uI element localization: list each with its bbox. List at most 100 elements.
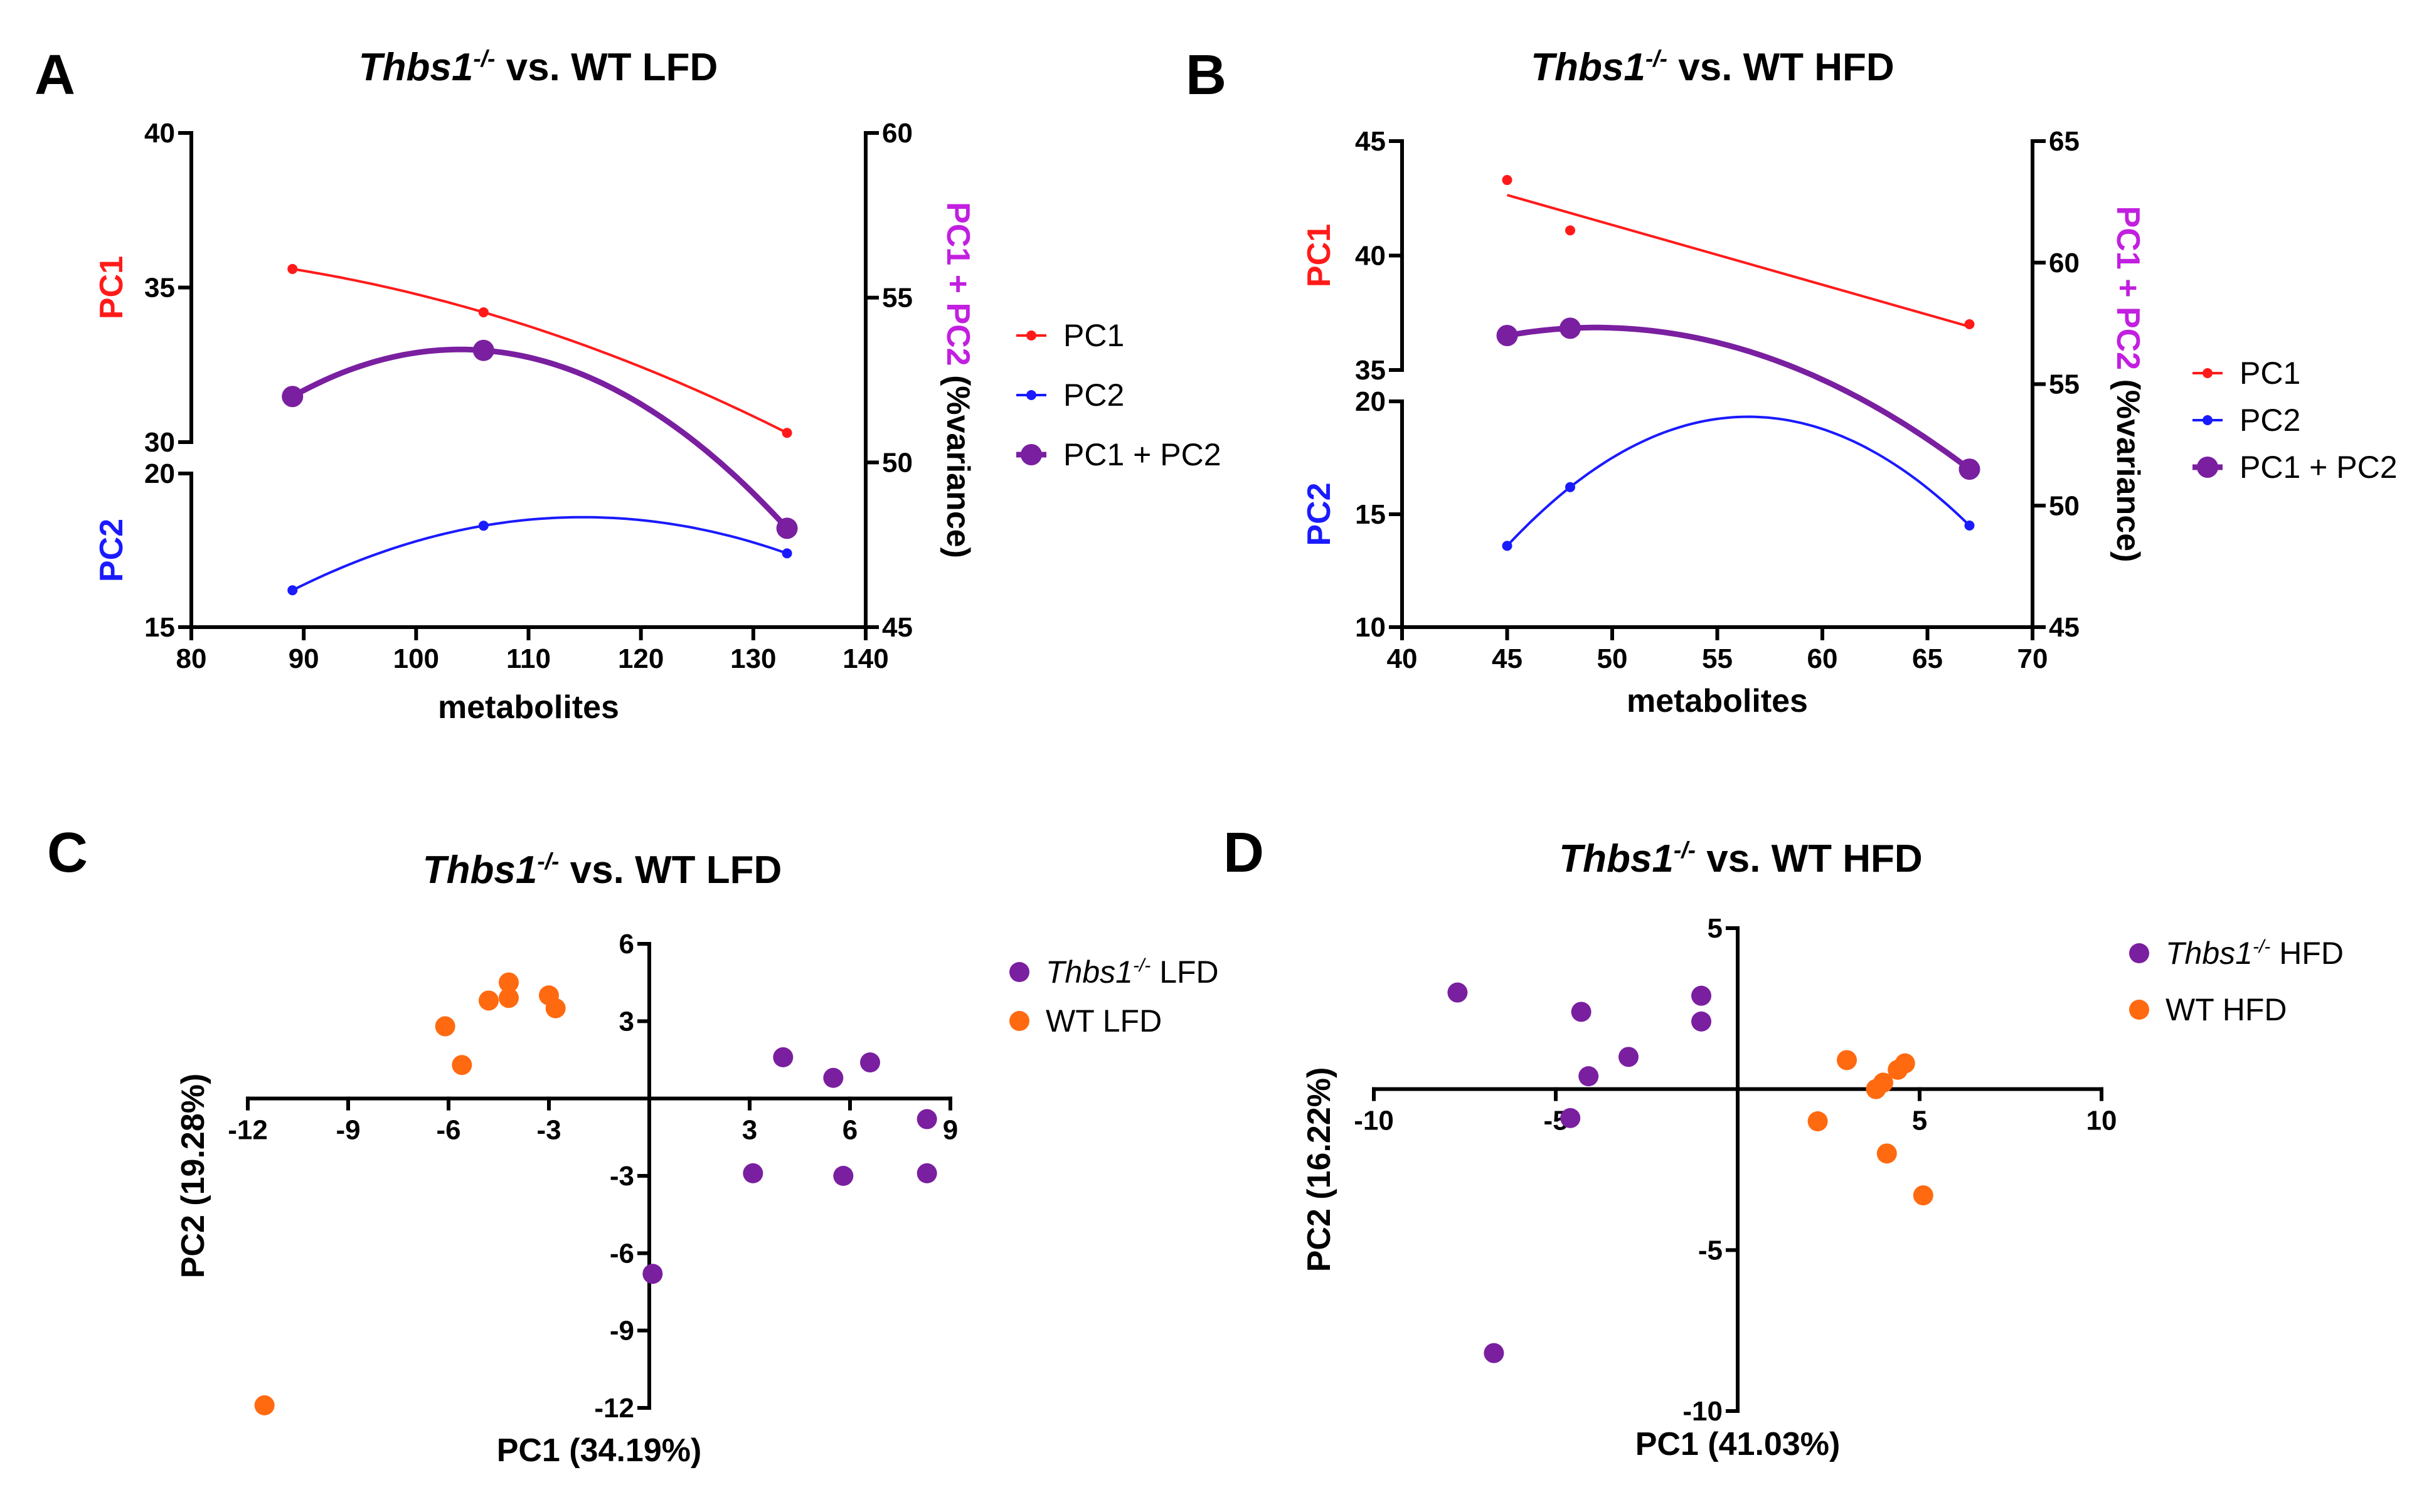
x-tick-label: 130 [730, 643, 776, 674]
pc2-point [287, 585, 298, 596]
chart-title: Thbs1-/- vs. WT HFD [1531, 45, 1894, 89]
chart-title-italic: Thbs1 [1559, 837, 1674, 880]
knockout-point [1691, 985, 1711, 1006]
right-axis-label: PC1 + PC2 (%variance) [2110, 206, 2146, 563]
chart-title-rest: vs. WT LFD [559, 849, 782, 892]
pc2-tick-label: 15 [1355, 499, 1386, 530]
legend-marker [1009, 1011, 1029, 1031]
wildtype-point [254, 1395, 275, 1415]
wildtype-point [499, 972, 519, 993]
right-tick-label: 60 [2049, 248, 2080, 278]
pc2-tick-label: 20 [1355, 386, 1386, 417]
x-tick-label: 45 [1492, 643, 1523, 674]
y-tick-label: -10 [1682, 1396, 1723, 1427]
pc2-point [782, 548, 792, 559]
x-tick-label: 120 [618, 643, 664, 674]
pc2-point [1502, 541, 1512, 551]
wildtype-point [1866, 1079, 1886, 1099]
wildtype-point [479, 990, 499, 1011]
knockout-point [917, 1163, 937, 1183]
knockout-point [1578, 1066, 1599, 1087]
knockout-point [1691, 1011, 1711, 1032]
legend-label-italic: Thbs1 [1046, 954, 1133, 990]
pc1-axis-label: PC1 [1301, 224, 1337, 287]
chart-title-rest: vs. WT HFD [1667, 46, 1895, 89]
pc1-point [287, 263, 298, 274]
combined-point [1958, 458, 1980, 480]
knockout-point [1618, 1047, 1639, 1067]
y-axis-label: PC2 (19.28%) [175, 1074, 211, 1279]
right-tick-label: 60 [882, 118, 913, 149]
x-tick-label: 9 [943, 1115, 958, 1146]
wildtype-point [452, 1055, 472, 1076]
chart-title-rest: vs. WT HFD [1696, 837, 1923, 880]
pc2-axis-label: PC2 [1301, 482, 1337, 546]
pc1-line [292, 267, 788, 434]
pc1-tick-label: 40 [1355, 241, 1386, 272]
x-tick-label: -3 [536, 1115, 561, 1146]
pc2-tick-label: 10 [1355, 612, 1386, 643]
knockout-point [833, 1166, 854, 1186]
right-tick-label: 50 [2049, 490, 2080, 521]
x-tick-label: 60 [1807, 643, 1838, 674]
pc2-point [478, 521, 489, 531]
x-tick-label: 6 [842, 1115, 858, 1146]
x-tick-label: 50 [1597, 643, 1628, 674]
y-tick-label: -5 [1698, 1235, 1723, 1266]
legend-marker [2203, 368, 2213, 378]
legend-marker [1026, 330, 1036, 341]
knockout-point [1571, 1002, 1592, 1022]
legend-marker [2197, 457, 2218, 478]
wildtype-point [1807, 1111, 1828, 1131]
x-tick-label: 110 [506, 643, 551, 674]
combined-point [1560, 317, 1581, 339]
pc1-point [1964, 319, 1975, 329]
legend-label: WT HFD [2166, 992, 2287, 1027]
wildtype-point [1888, 1059, 1908, 1080]
combined-line [291, 346, 789, 531]
right-tick-label: 55 [2049, 369, 2080, 400]
x-tick-label: 65 [1912, 643, 1943, 674]
pc1-tick-label: 35 [1355, 355, 1386, 386]
chart-title-italic: Thbs1 [1531, 46, 1645, 89]
x-tick-label: 40 [1387, 643, 1418, 674]
wildtype-point [435, 1016, 455, 1037]
y-tick-label: 6 [619, 929, 634, 960]
panel-letter: B [1186, 44, 1226, 107]
right-tick-label: 50 [882, 447, 913, 478]
legend-marker [2129, 1000, 2149, 1020]
legend-marker [1021, 444, 1042, 465]
panel-a: A Thbs1-/- vs. WT LFD 30 35 40 15 20 45 50 55 60 80… [35, 44, 1221, 726]
right-tick-label: 45 [882, 612, 913, 643]
legend-label: PC2 [1063, 378, 1124, 413]
pc1-point [782, 428, 792, 438]
y-tick-label: -12 [594, 1393, 634, 1424]
x-tick-label: 100 [393, 643, 439, 674]
knockout-point [823, 1067, 844, 1088]
knockout-point [642, 1264, 663, 1284]
knockout-point [1484, 1343, 1504, 1363]
x-tick-label: 10 [2086, 1106, 2117, 1136]
combined-point [472, 339, 494, 361]
chart-title-sup: -/- [537, 848, 559, 874]
legend-label: Thbs1-/- LFD [1046, 954, 1219, 990]
legend-label-rest: LFD [1151, 954, 1218, 990]
chart-title-italic: Thbs1 [423, 849, 538, 892]
x-tick-label: 140 [842, 643, 888, 674]
pc1-tick-label: 45 [1355, 126, 1386, 157]
pc2-tick-label: 15 [144, 612, 175, 643]
pc1-tick-label: 40 [144, 118, 175, 149]
x-axis-label: metabolites [438, 689, 619, 726]
legend-label-sup: -/- [2253, 936, 2270, 957]
x-tick-label: 70 [2017, 643, 2048, 674]
legend-label-sup: -/- [1133, 955, 1151, 976]
x-tick-label: 3 [742, 1115, 757, 1146]
legend-label: PC1 [1063, 318, 1124, 353]
y-axis-label: PC2 (16.22%) [1301, 1067, 1337, 1272]
combined-point [776, 517, 798, 539]
legend-label: PC2 [2240, 403, 2300, 438]
x-tick-label: -12 [228, 1115, 268, 1146]
x-axis-label: metabolites [1627, 683, 1808, 719]
chart-title-italic: Thbs1 [359, 46, 474, 89]
